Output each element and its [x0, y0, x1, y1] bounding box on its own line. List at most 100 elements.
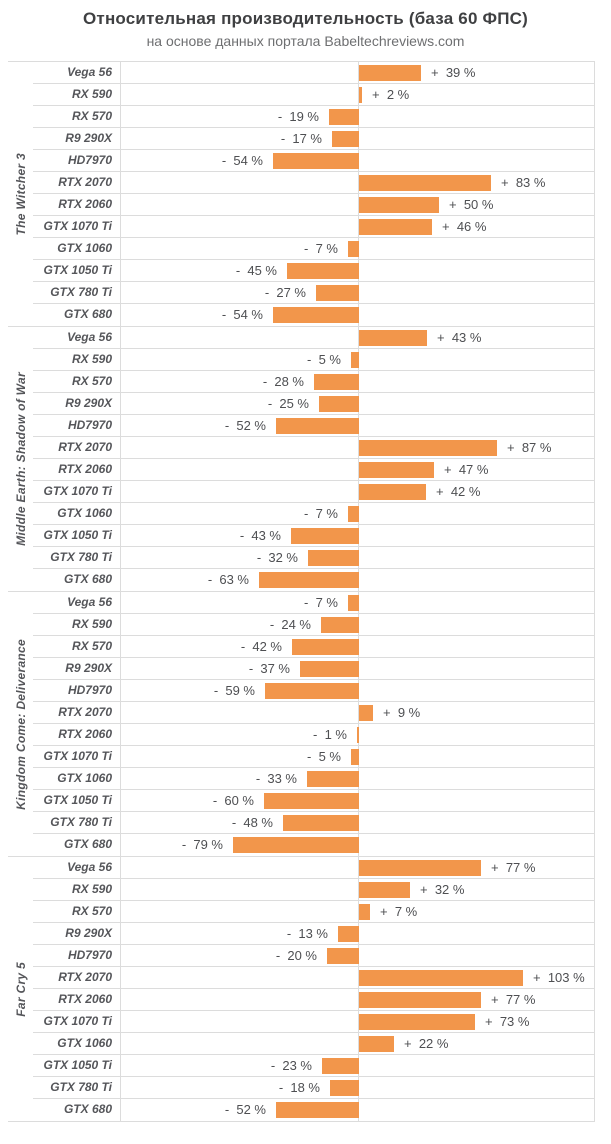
plot-area: + 7 % [121, 901, 594, 922]
value-label: - 37 % [248, 661, 290, 676]
chart-row: RTX 2070 + 87 % [33, 437, 594, 459]
chart-row: RTX 2070 + 103 % [33, 967, 594, 989]
plot-area: + 83 % [121, 172, 594, 193]
gpu-label: RX 570 [33, 371, 121, 392]
value-label: - 17 % [280, 131, 322, 146]
value-label: - 52 % [224, 1102, 266, 1117]
value-label: - 13 % [286, 926, 328, 941]
value-label: + 32 % [420, 882, 465, 897]
bar [357, 727, 359, 743]
bar [307, 771, 359, 787]
gpu-label: RX 570 [33, 636, 121, 657]
value-label: + 50 % [449, 197, 494, 212]
chart-row: GTX 780 Ti - 18 % [33, 1077, 594, 1099]
bar [291, 528, 359, 544]
plot-area: - 37 % [121, 658, 594, 679]
gpu-label: GTX 780 Ti [33, 282, 121, 303]
gpu-label: GTX 1070 Ti [33, 746, 121, 767]
bar [359, 1036, 394, 1052]
bar [351, 749, 359, 765]
chart-row: GTX 1070 Ti + 73 % [33, 1011, 594, 1033]
gpu-label: Vega 56 [33, 327, 121, 348]
value-label: + 7 % [380, 904, 418, 919]
plot-area: + 77 % [121, 857, 594, 878]
bar [359, 484, 426, 500]
plot-area: + 50 % [121, 194, 594, 215]
bar [316, 285, 359, 301]
value-label: - 43 % [239, 528, 281, 543]
plot-area: - 27 % [121, 282, 594, 303]
gpu-label: RTX 2060 [33, 194, 121, 215]
bar [233, 837, 359, 853]
bar [348, 595, 359, 611]
bar [314, 374, 359, 390]
plot-area: - 24 % [121, 614, 594, 635]
plot-area: - 45 % [121, 260, 594, 281]
gpu-label: Vega 56 [33, 592, 121, 613]
bar [359, 330, 427, 346]
gpu-label: RTX 2070 [33, 967, 121, 988]
gpu-label: GTX 680 [33, 569, 121, 591]
value-label: + 39 % [431, 65, 476, 80]
plot-area: + 77 % [121, 989, 594, 1010]
gpu-label: Vega 56 [33, 62, 121, 83]
bar [359, 705, 373, 721]
bar [300, 661, 359, 677]
gpu-label: GTX 1070 Ti [33, 481, 121, 502]
gpu-label: GTX 1070 Ti [33, 216, 121, 237]
plot-area: + 73 % [121, 1011, 594, 1032]
zero-baseline [358, 62, 359, 83]
bar [359, 992, 481, 1008]
bar [265, 683, 359, 699]
bar [276, 418, 359, 434]
value-label: - 63 % [207, 572, 249, 587]
chart-row: GTX 1060 - 33 % [33, 768, 594, 790]
value-label: - 7 % [304, 506, 338, 521]
chart-row: RX 590 + 2 % [33, 84, 594, 106]
chart-row: GTX 680 - 79 % [33, 834, 594, 856]
chart-row: GTX 1050 Ti - 60 % [33, 790, 594, 812]
value-label: - 59 % [213, 683, 255, 698]
value-label: - 23 % [270, 1058, 312, 1073]
chart-row: GTX 780 Ti - 48 % [33, 812, 594, 834]
plot-area: + 46 % [121, 216, 594, 237]
chart-row: GTX 1050 Ti - 43 % [33, 525, 594, 547]
bar [259, 572, 359, 588]
gpu-label: GTX 780 Ti [33, 812, 121, 833]
game-label-cell: The Witcher 3 [8, 62, 33, 326]
chart-row: GTX 780 Ti - 32 % [33, 547, 594, 569]
group-rows: Vega 56 + 43 % RX 590 - 5 % RX 570 - 28 % R9 2… [33, 327, 595, 591]
bar [359, 882, 410, 898]
zero-baseline [358, 216, 359, 237]
gpu-label: RX 590 [33, 614, 121, 635]
chart-row: RX 590 - 5 % [33, 349, 594, 371]
bar [283, 815, 359, 831]
chart-row: R9 290X - 25 % [33, 393, 594, 415]
zero-baseline [358, 172, 359, 193]
chart-row: GTX 1070 Ti + 46 % [33, 216, 594, 238]
chart-row: GTX 1050 Ti - 23 % [33, 1055, 594, 1077]
plot-area: + 9 % [121, 702, 594, 723]
bar [329, 109, 359, 125]
gpu-label: GTX 680 [33, 1099, 121, 1121]
gpu-label: GTX 680 [33, 834, 121, 856]
bar [338, 926, 359, 942]
chart-row: GTX 680 - 52 % [33, 1099, 594, 1121]
bar [319, 396, 359, 412]
gpu-label: Vega 56 [33, 857, 121, 878]
plot-area: - 1 % [121, 724, 594, 745]
gpu-label: RX 570 [33, 901, 121, 922]
bar [276, 1102, 359, 1118]
value-label: + 47 % [444, 462, 489, 477]
value-label: - 54 % [221, 307, 263, 322]
value-label: + 2 % [372, 87, 410, 102]
game-group: Kingdom Come: Deliverance Vega 56 - 7 % RX … [8, 592, 595, 857]
plot-area: - 63 % [121, 569, 594, 591]
plot-area: - 18 % [121, 1077, 594, 1098]
bar [273, 153, 359, 169]
chart-row: HD7970 - 20 % [33, 945, 594, 967]
plot-area: - 54 % [121, 150, 594, 171]
value-label: - 42 % [240, 639, 282, 654]
value-label: + 77 % [491, 992, 536, 1007]
